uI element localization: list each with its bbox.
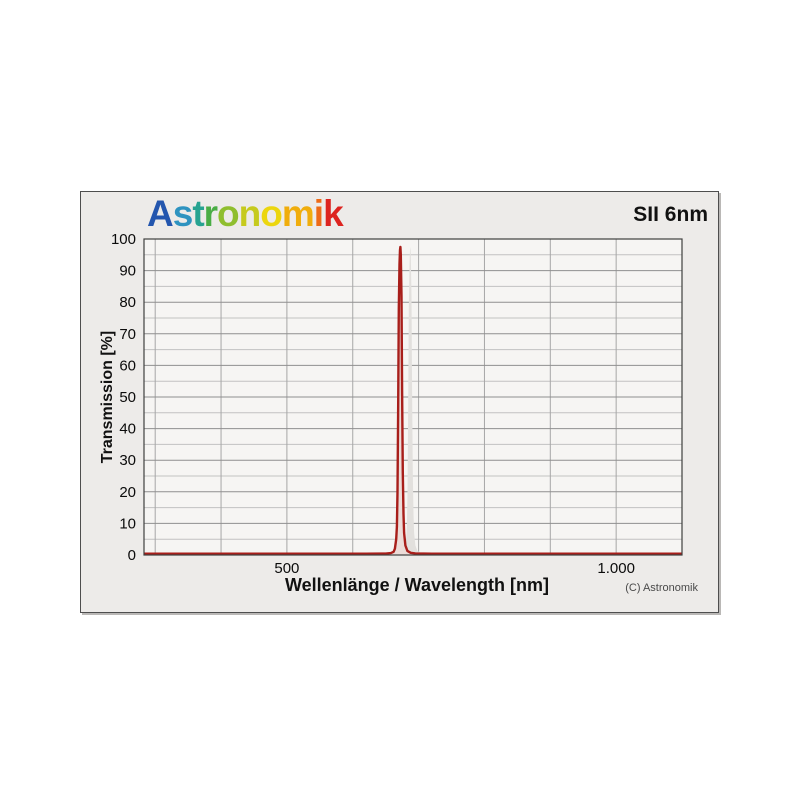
brand-letter: n — [238, 193, 262, 234]
x-axis-title: Wellenlänge / Wavelength [nm] — [284, 575, 550, 595]
brand-letter: i — [313, 193, 324, 234]
y-tick-label: 10 — [119, 515, 136, 532]
y-tick-label: 40 — [119, 421, 136, 438]
brand-letter: o — [217, 193, 240, 234]
transmission-curve — [144, 245, 682, 555]
copyright-note: (C) Astronomik — [625, 582, 698, 594]
y-tick-label: 50 — [119, 389, 136, 406]
y-tick-label: 20 — [119, 484, 136, 501]
x-tick-label: 500 — [274, 560, 299, 577]
brand-letter: s — [172, 193, 194, 234]
y-tick-label: 80 — [119, 294, 136, 311]
x-tick-label: 1.000 — [597, 560, 635, 577]
y-tick-label: 100 — [111, 231, 136, 248]
y-tick-label: 30 — [119, 452, 136, 469]
brand-letter: o — [260, 193, 283, 234]
chart-panel: 0 10 20 30 40 50 60 70 80 90 100 500 1.000 Astronomi… — [80, 191, 719, 613]
y-tick-label: 60 — [119, 357, 136, 374]
y-tick-label: 70 — [119, 326, 136, 343]
chart-title: SII 6nm — [633, 203, 708, 226]
brand-letter: r — [203, 193, 218, 234]
brand-letter: m — [281, 193, 315, 234]
plot-border — [143, 238, 683, 556]
brand-letter: t — [192, 193, 204, 234]
curve-layer — [144, 245, 682, 555]
y-tick-label: 0 — [128, 547, 136, 564]
y-axis-title: Transmission [%] — [99, 330, 116, 464]
brand-letter: k — [323, 193, 344, 234]
brand-letter: A — [147, 193, 174, 234]
brand-logo: Astronomik — [147, 193, 344, 235]
y-tick-label: 90 — [119, 263, 136, 280]
chart-svg: 0 10 20 30 40 50 60 70 80 90 100 500 1.000 — [111, 231, 683, 577]
